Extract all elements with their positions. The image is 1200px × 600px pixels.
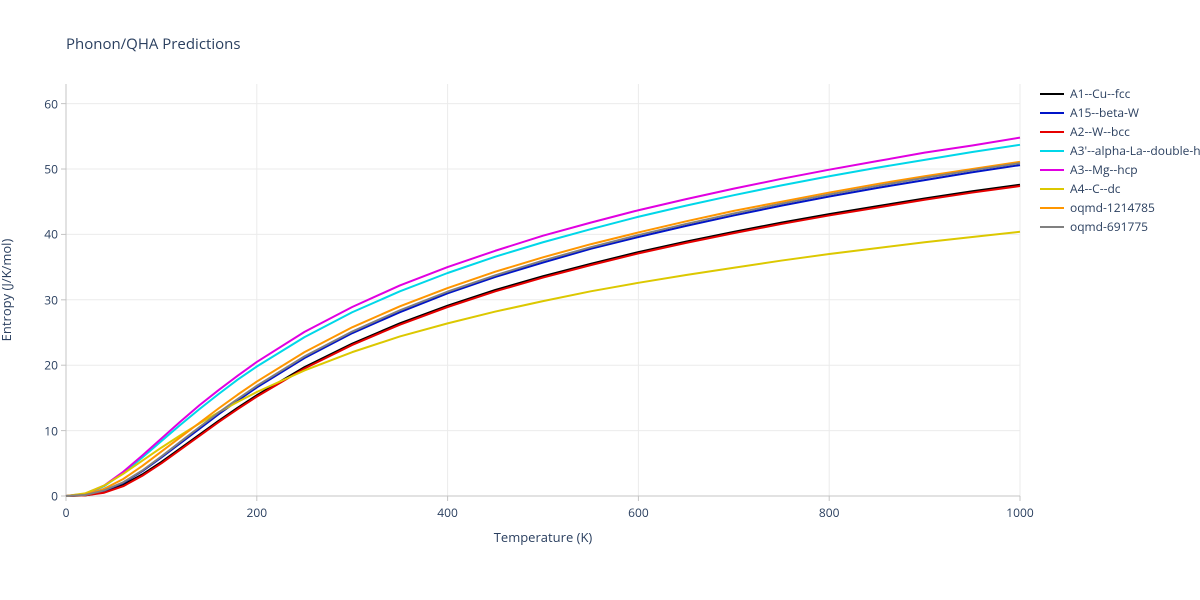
legend-swatch	[1040, 131, 1064, 133]
legend-swatch	[1040, 207, 1064, 209]
legend[interactable]: A1--Cu--fcc A15--beta-W A2--W--bcc A3'--alp…	[1040, 84, 1200, 236]
legend-item[interactable]: A15--beta-W	[1040, 103, 1200, 122]
chart-title: Phonon/QHA Predictions	[66, 34, 241, 54]
y-tick-label: 10	[36, 422, 58, 439]
legend-label: A3'--alpha-La--double-hcp	[1070, 142, 1200, 159]
legend-swatch	[1040, 112, 1064, 114]
legend-label: oqmd-1214785	[1070, 199, 1155, 216]
y-tick-label: 0	[36, 488, 58, 505]
x-tick-label: 1000	[1006, 504, 1033, 521]
legend-item[interactable]: oqmd-691775	[1040, 217, 1200, 236]
x-tick-label: 800	[819, 504, 840, 521]
legend-label: oqmd-691775	[1070, 218, 1148, 235]
legend-item[interactable]: A2--W--bcc	[1040, 122, 1200, 141]
legend-swatch	[1040, 226, 1064, 228]
y-tick-label: 50	[36, 161, 58, 178]
legend-label: A4--C--dc	[1070, 180, 1121, 197]
y-tick-label: 30	[36, 291, 58, 308]
legend-item[interactable]: A4--C--dc	[1040, 179, 1200, 198]
y-tick-label: 60	[36, 95, 58, 112]
legend-swatch	[1040, 169, 1064, 171]
legend-item[interactable]: A1--Cu--fcc	[1040, 84, 1200, 103]
legend-swatch	[1040, 188, 1064, 190]
legend-swatch	[1040, 93, 1064, 95]
legend-label: A2--W--bcc	[1070, 123, 1130, 140]
x-tick-label: 200	[247, 504, 268, 521]
x-tick-label: 600	[628, 504, 649, 521]
x-axis-label: Temperature (K)	[483, 528, 603, 546]
y-axis-label: Entropy (J/K/mol)	[0, 230, 15, 350]
y-tick-label: 40	[36, 226, 58, 243]
legend-item[interactable]: A3--Mg--hcp	[1040, 160, 1200, 179]
legend-swatch	[1040, 150, 1064, 152]
legend-label: A1--Cu--fcc	[1070, 85, 1130, 102]
x-tick-label: 0	[63, 504, 70, 521]
legend-item[interactable]: oqmd-1214785	[1040, 198, 1200, 217]
legend-label: A15--beta-W	[1070, 104, 1139, 121]
y-tick-label: 20	[36, 357, 58, 374]
x-tick-label: 400	[437, 504, 458, 521]
legend-item[interactable]: A3'--alpha-La--double-hcp	[1040, 141, 1200, 160]
legend-label: A3--Mg--hcp	[1070, 161, 1138, 178]
